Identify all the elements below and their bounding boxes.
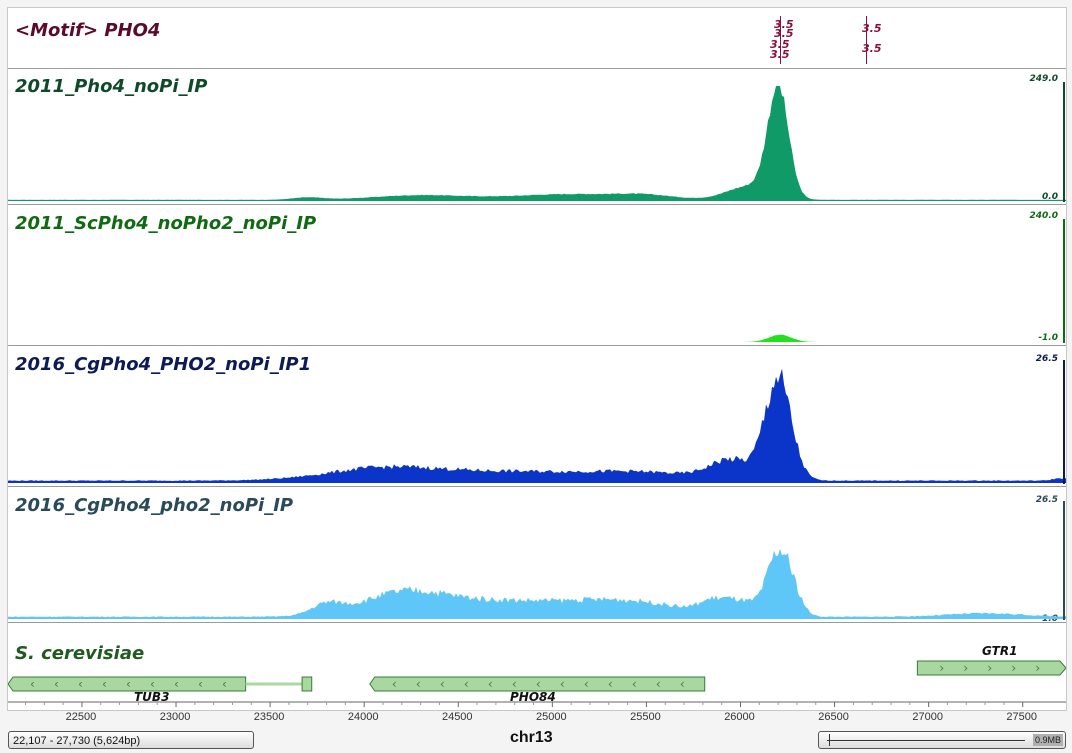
axis-tick-label: 25000 xyxy=(536,711,567,723)
motif-score-label: 3.5 xyxy=(770,39,790,50)
signal-track-pho4-nopi[interactable]: 2011_Pho4_noPi_IP 249.0 0.0 xyxy=(8,68,1066,205)
coordinate-axis xyxy=(8,701,1066,707)
gene-label-tub3[interactable]: TUB3 xyxy=(134,690,170,704)
signal-area xyxy=(8,334,1066,342)
signal-area xyxy=(8,86,1066,201)
axis-tick-label: 27500 xyxy=(1006,711,1038,723)
strand-arrow: › xyxy=(1011,661,1016,675)
strand-arrow: ‹ xyxy=(512,677,517,691)
track-title: 2011_Pho4_noPi_IP xyxy=(15,76,208,97)
zoom-track-line xyxy=(827,740,1025,741)
signal-plot xyxy=(8,360,1066,484)
strand-arrow: ‹ xyxy=(126,677,131,691)
track-title: 2016_CgPho4_pho2_noPi_IP xyxy=(15,495,294,516)
strand-arrow: ‹ xyxy=(150,677,155,691)
strand-arrow: ‹ xyxy=(416,677,421,691)
strand-arrow: ‹ xyxy=(174,677,179,691)
zoom-handle[interactable] xyxy=(829,734,830,746)
strand-arrow: ‹ xyxy=(560,677,565,691)
axis-tick-label: 23500 xyxy=(253,711,285,723)
strand-arrow: › xyxy=(987,661,992,675)
track-scale-max: 26.5 xyxy=(1035,354,1058,364)
strand-arrow: ‹ xyxy=(584,677,589,691)
strand-arrow: ‹ xyxy=(198,677,203,691)
motif-track[interactable]: <Motif> PHO4 3.5 3.5 3.5 3.5 3.5 3.5 xyxy=(8,8,1066,69)
zoom-slider[interactable]: 0.9MB xyxy=(818,731,1066,749)
axis-tick-label: 25500 xyxy=(630,711,661,723)
motif-mark[interactable] xyxy=(866,16,867,64)
strand-arrow: › xyxy=(1035,661,1040,675)
gene-label-pho84[interactable]: PHO84 xyxy=(510,690,556,704)
track-scale-max: 240.0 xyxy=(1029,211,1058,221)
strand-arrow: ‹ xyxy=(632,677,637,691)
gene-models: ‹ ‹ ‹ ‹ ‹ ‹ ‹ ‹ ‹ ‹ ‹ ‹ ‹ ‹ ‹ ‹ ‹ ‹ ‹ ‹ ‹ ‹ › › › › › xyxy=(8,660,1066,692)
strand-arrow: ‹ xyxy=(440,677,445,691)
axis-tick-label: 24500 xyxy=(441,711,473,723)
signal-track-scpho4-nopho2[interactable]: 2011_ScPho4_noPho2_noPi_IP 240.0 -1.0 xyxy=(8,205,1066,346)
strand-arrow: ‹ xyxy=(392,677,397,691)
gene-track-title: S. cerevisiae xyxy=(15,643,145,664)
axis-tick-label: 26500 xyxy=(818,711,849,723)
chromosome-label: chr13 xyxy=(510,729,553,746)
axis-tick-label: 24000 xyxy=(347,711,379,723)
gene-exon-box xyxy=(301,676,313,692)
track-title: 2011_ScPho4_noPho2_noPi_IP xyxy=(15,213,317,234)
signal-area xyxy=(8,548,1066,619)
axis-tick-label: 23000 xyxy=(159,711,191,723)
strand-arrow: ‹ xyxy=(488,677,493,691)
strand-arrow: ‹ xyxy=(656,677,661,691)
motif-score-label: 3.5 xyxy=(862,22,882,35)
strand-arrow: ‹ xyxy=(78,677,83,691)
signal-plot xyxy=(8,501,1066,620)
axis-tick-label: 27000 xyxy=(912,711,943,723)
strand-arrow: ‹ xyxy=(102,677,107,691)
track-scale-max: 26.5 xyxy=(1035,495,1058,505)
signal-track-cgpho4-pho2-lower[interactable]: 2016_CgPho4_pho2_noPi_IP 26.5 1.0 xyxy=(8,487,1066,624)
gene-body xyxy=(8,676,247,692)
motif-score-label: 3.5 xyxy=(862,42,882,55)
signal-plot xyxy=(8,219,1066,343)
gene-body xyxy=(369,676,706,692)
strand-arrow: ‹ xyxy=(680,677,685,691)
strand-arrow: › xyxy=(939,661,944,675)
motif-score-label: 3.5 xyxy=(774,27,794,40)
motif-score-label: 3.5 xyxy=(770,49,790,60)
locus-range-box[interactable]: 22,107 - 27,730 (5,624bp) xyxy=(8,731,254,749)
track-scale-min: -1.0 xyxy=(1038,333,1058,343)
gene-annotation-track[interactable]: S. cerevisiae ‹ ‹ ‹ ‹ ‹ ‹ ‹ ‹ ‹ ‹ ‹ ‹ ‹ ‹ ‹ ‹ ‹ ‹ ‹ ‹ ‹ ‹ › › › ›… xyxy=(8,623,1066,704)
axis-tick-label: 22500 xyxy=(65,711,97,723)
track-scale-max: 249.0 xyxy=(1029,74,1058,84)
gene-label-gtr1[interactable]: GTR1 xyxy=(982,644,1018,658)
axis-tick-label: 26000 xyxy=(724,711,755,723)
motif-track-title: <Motif> PHO4 xyxy=(15,20,161,41)
genome-browser-viewer[interactable]: <Motif> PHO4 3.5 3.5 3.5 3.5 3.5 3.5 201… xyxy=(7,7,1067,711)
signal-area xyxy=(8,368,1066,483)
track-scale-min: 0.0 xyxy=(1042,192,1058,202)
status-bar: 22,107 - 27,730 (5,624bp) chr13 0.9MB xyxy=(0,728,1072,753)
strand-arrow: ‹ xyxy=(536,677,541,691)
strand-arrow: ‹ xyxy=(464,677,469,691)
strand-arrow: ‹ xyxy=(222,677,227,691)
zoom-level: 0.9MB xyxy=(1032,734,1063,746)
motif-mark[interactable] xyxy=(780,16,781,64)
strand-arrow: › xyxy=(963,661,968,675)
signal-plot xyxy=(8,82,1066,202)
gene-body xyxy=(916,660,1066,676)
track-title: 2016_CgPho4_PHO2_noPi_IP1 xyxy=(15,354,312,375)
motif-score-label: 3.5 xyxy=(774,18,794,31)
strand-arrow: ‹ xyxy=(608,677,613,691)
signal-track-cgpho4-pho2-ip1[interactable]: 2016_CgPho4_PHO2_noPi_IP1 26.5 xyxy=(8,346,1066,487)
strand-arrow: ‹ xyxy=(30,677,35,691)
strand-arrow: ‹ xyxy=(54,677,59,691)
